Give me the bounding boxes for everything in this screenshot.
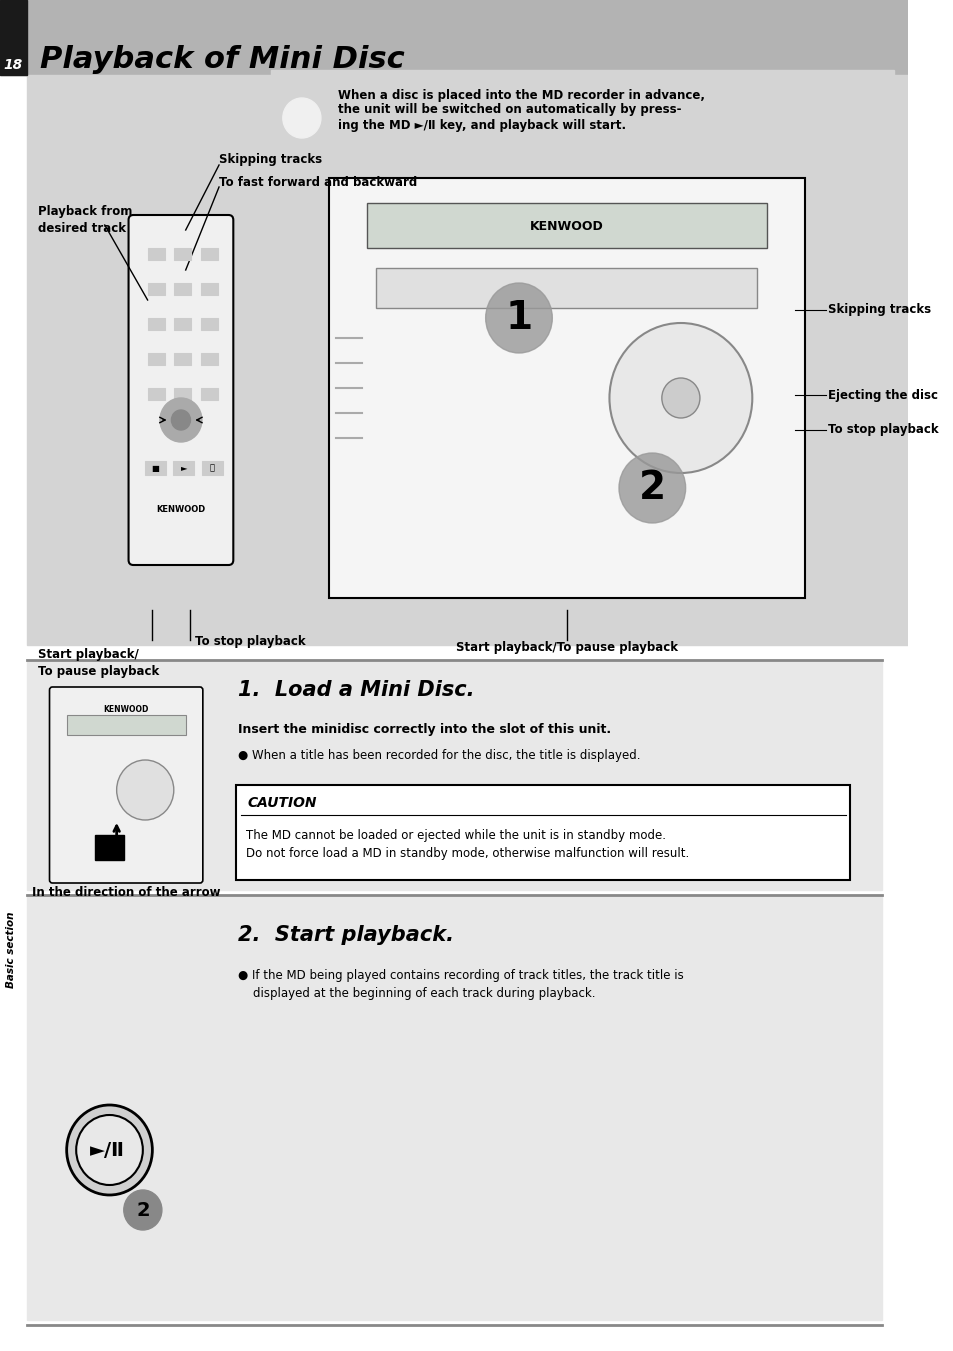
Text: Start playback/To pause playback: Start playback/To pause playback [456, 642, 677, 654]
Circle shape [282, 99, 320, 138]
Bar [201, 282, 218, 295]
Text: ■: ■ [152, 463, 159, 473]
Text: Playback of Mini Disc: Playback of Mini Disc [40, 46, 404, 74]
Circle shape [76, 1115, 143, 1185]
Bar [0, 0, 27, 76]
Text: 1.  Load a Mini Disc.: 1. Load a Mini Disc. [238, 680, 474, 700]
Bar [173, 461, 194, 476]
Bar [366, 203, 766, 249]
Bar [145, 461, 166, 476]
Bar [148, 282, 165, 295]
Polygon shape [95, 835, 124, 861]
Text: 18: 18 [4, 58, 23, 72]
Bar [328, 178, 803, 598]
Text: 2.  Start playback.: 2. Start playback. [238, 925, 454, 944]
Text: To stop playback: To stop playback [827, 423, 938, 436]
Text: In the direction of the arrow: In the direction of the arrow [31, 886, 220, 900]
Circle shape [609, 323, 752, 473]
Circle shape [280, 96, 322, 141]
Text: ►: ► [180, 463, 187, 473]
Circle shape [661, 378, 700, 417]
Text: Skipping tracks: Skipping tracks [827, 304, 931, 316]
Text: Playback from
desired track: Playback from desired track [38, 205, 132, 235]
Text: When a disc is placed into the MD recorder in advance,: When a disc is placed into the MD record… [337, 89, 704, 101]
FancyBboxPatch shape [50, 688, 203, 884]
Text: displayed at the beginning of each track during playback.: displayed at the beginning of each track… [238, 986, 595, 1000]
Circle shape [618, 453, 685, 523]
Circle shape [172, 409, 191, 430]
Text: Ejecting the disc: Ejecting the disc [827, 389, 938, 401]
Circle shape [116, 761, 173, 820]
Text: KENWOOD: KENWOOD [156, 505, 205, 515]
Circle shape [485, 282, 552, 353]
Text: Do not force load a MD in standby mode, otherwise malfunction will result.: Do not force load a MD in standby mode, … [246, 847, 688, 859]
Bar [27, 661, 881, 890]
Text: KENWOOD: KENWOOD [529, 219, 603, 232]
Text: To stop playback: To stop playback [195, 635, 306, 648]
Text: ►/Ⅱ: ►/Ⅱ [91, 1140, 125, 1159]
Bar [174, 388, 192, 400]
Text: KENWOOD: KENWOOD [103, 705, 149, 715]
Bar [201, 388, 218, 400]
Bar [201, 353, 218, 365]
Bar [0, 0, 907, 76]
Bar [174, 353, 192, 365]
Text: ⏯: ⏯ [210, 463, 214, 473]
Text: 2: 2 [136, 1201, 150, 1220]
Bar [148, 317, 165, 330]
Bar [202, 461, 223, 476]
Text: ● When a title has been recorded for the disc, the title is displayed.: ● When a title has been recorded for the… [238, 748, 639, 762]
Bar [271, 70, 893, 155]
Text: CAUTION: CAUTION [248, 796, 316, 811]
Text: Skipping tracks: Skipping tracks [219, 154, 322, 166]
Bar [148, 353, 165, 365]
Circle shape [160, 399, 202, 442]
Bar [148, 249, 165, 259]
Text: ● If the MD being played contains recording of track titles, the track title is: ● If the MD being played contains record… [238, 969, 683, 981]
Bar [27, 76, 907, 644]
Text: 2: 2 [639, 469, 665, 507]
Text: Basic section: Basic section [7, 912, 16, 988]
Bar [201, 317, 218, 330]
Bar [174, 282, 192, 295]
Bar [27, 894, 881, 1320]
Text: To fast forward and backward: To fast forward and backward [219, 176, 416, 189]
Text: Start playback/
To pause playback: Start playback/ To pause playback [38, 648, 159, 678]
Bar [148, 388, 165, 400]
FancyBboxPatch shape [129, 215, 233, 565]
Bar [174, 317, 192, 330]
Circle shape [124, 1190, 162, 1229]
Text: the unit will be switched on automatically by press-: the unit will be switched on automatical… [337, 104, 680, 116]
Bar [174, 249, 192, 259]
Text: The MD cannot be loaded or ejected while the unit is in standby mode.: The MD cannot be loaded or ejected while… [246, 828, 665, 842]
Text: ing the MD ►/Ⅱ key, and playback will start.: ing the MD ►/Ⅱ key, and playback will st… [337, 119, 625, 131]
Text: Insert the minidisc correctly into the slot of this unit.: Insert the minidisc correctly into the s… [238, 724, 611, 736]
Text: 1: 1 [505, 299, 532, 336]
Circle shape [67, 1105, 152, 1196]
Bar [201, 249, 218, 259]
Bar [375, 267, 757, 308]
Bar [67, 715, 186, 735]
Bar [236, 785, 849, 880]
